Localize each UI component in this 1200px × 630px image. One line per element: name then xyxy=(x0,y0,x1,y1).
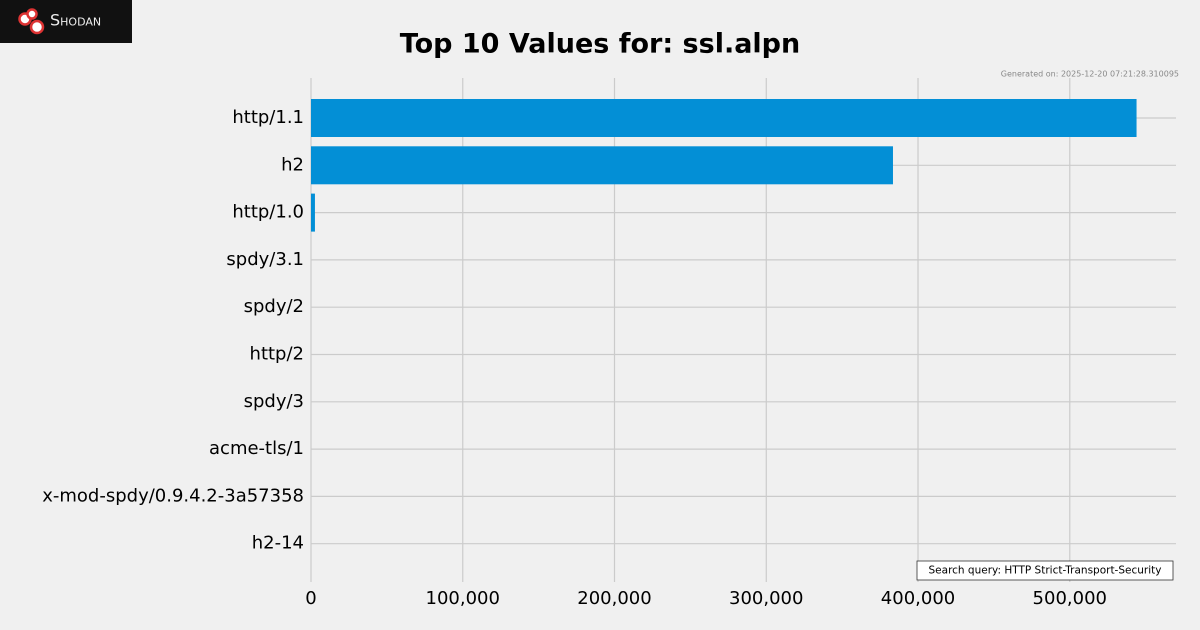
y-tick-label: x-mod-spdy/0.9.4.2-3a57358 xyxy=(42,485,304,506)
logo-icon xyxy=(26,8,38,20)
y-tick-label: spdy/3 xyxy=(244,391,304,412)
x-tick-label: 300,000 xyxy=(729,588,803,609)
y-tick-label: http/1.1 xyxy=(232,107,304,128)
query-text: Search query: HTTP Strict-Transport-Secu… xyxy=(929,565,1162,577)
bar xyxy=(311,193,315,232)
y-tick-label: spdy/2 xyxy=(244,296,304,317)
y-tick-label: h2 xyxy=(281,154,304,175)
bar xyxy=(311,146,893,185)
y-tick-label: acme-tls/1 xyxy=(209,438,304,459)
logo-icon xyxy=(29,19,45,35)
x-tick-label: 100,000 xyxy=(426,588,500,609)
query-box xyxy=(916,560,1174,581)
y-tick-label: http/2 xyxy=(250,344,304,365)
x-tick-label: 500,000 xyxy=(1033,588,1107,609)
x-tick-label: 0 xyxy=(305,588,316,609)
logo-text: Shodan xyxy=(50,11,101,30)
x-tick-label: 400,000 xyxy=(881,588,955,609)
y-tick-label: h2-14 xyxy=(252,533,304,554)
generated-note: Generated on: 2025-12-20 07:21:28.310095 xyxy=(1001,70,1179,79)
y-tick-label: http/1.0 xyxy=(232,202,304,223)
y-tick-label: spdy/3.1 xyxy=(226,249,304,270)
bar xyxy=(311,99,1137,137)
x-tick-label: 200,000 xyxy=(577,588,651,609)
chart-title: Top 10 Values for: ssl.alpn xyxy=(400,29,800,60)
logo: Shodan xyxy=(0,0,132,43)
